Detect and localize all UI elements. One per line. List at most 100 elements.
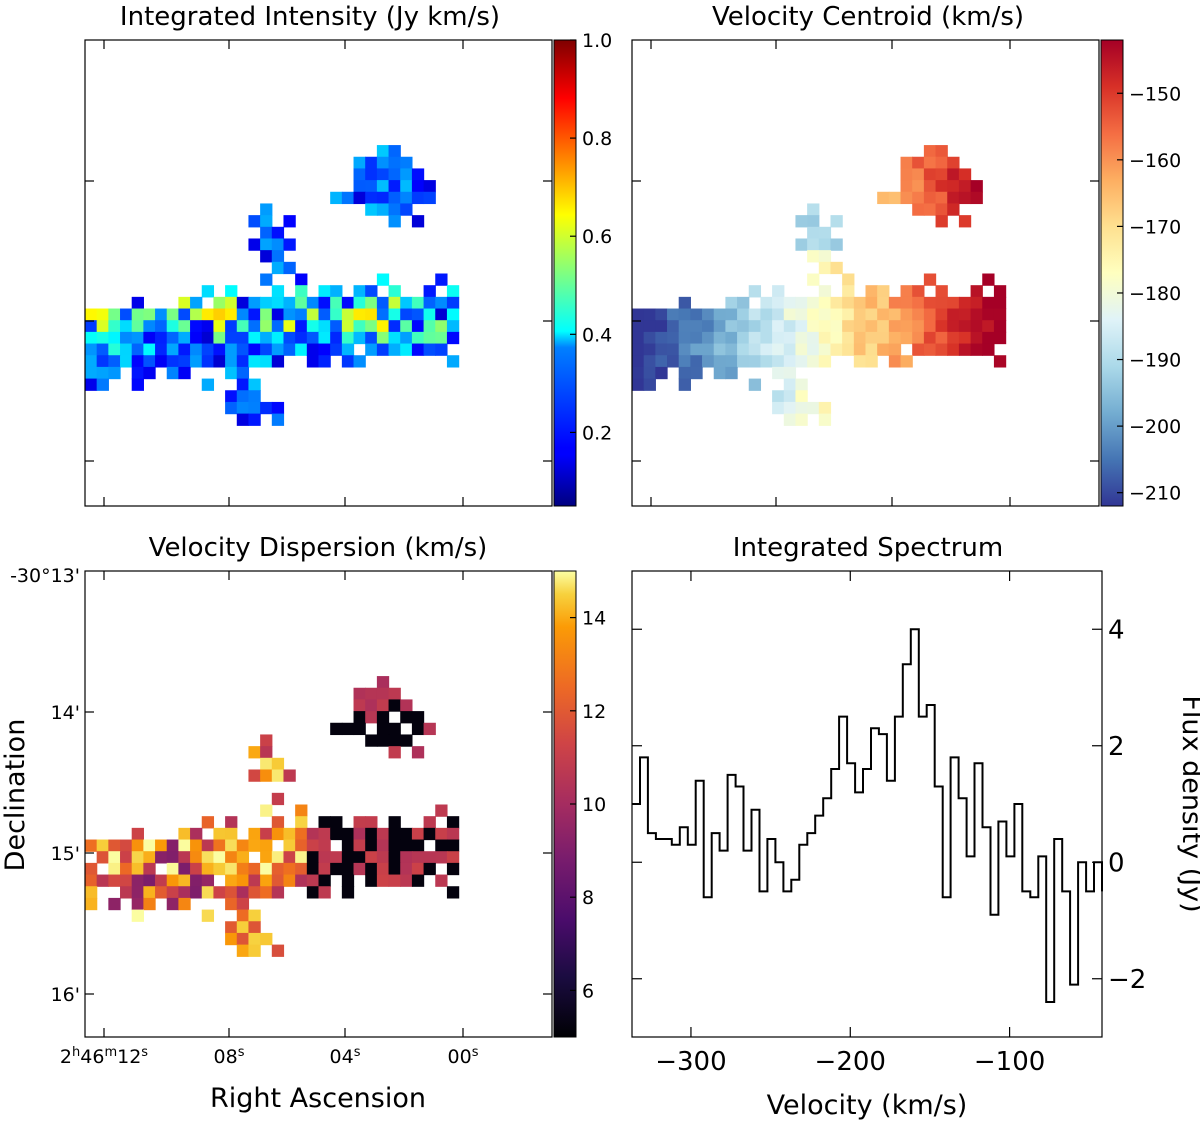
map-pixel [388,156,401,170]
map-pixel [85,355,98,368]
map-pixel [807,343,820,356]
map-pixel [365,191,378,205]
map-pixel [888,355,902,368]
map-pixel [435,308,448,321]
map-pixel [446,827,460,841]
map-pixel [213,839,226,852]
map-pixel [330,343,343,356]
map-pixel [248,874,261,887]
map-pixel [818,226,832,240]
map-pixel [260,874,273,887]
map-pixel [330,851,343,864]
map-pixel [993,331,1007,345]
map-pixel [365,816,378,829]
map-pixel [143,874,156,887]
map-pixel [236,932,250,946]
map-pixel [935,343,948,356]
map-pixel [108,355,121,368]
map-pixel [737,320,750,333]
map-pixel [947,296,960,310]
map-pixel [295,273,308,286]
map-pixel [341,874,355,887]
map-pixel [678,366,691,380]
map-pixel [632,343,645,356]
map-pixel [225,839,238,852]
colorbar-tick-label: 14 [582,608,606,630]
map-pixel [295,874,308,887]
map-pixel [830,261,843,275]
colorbar-tick-label: −210 [1129,483,1181,505]
map-pixel [271,320,285,333]
map-pixel [96,355,109,368]
map-pixel [365,827,378,841]
map-pixel [178,897,191,911]
map-pixel [807,355,820,368]
map-pixel [958,191,972,205]
map-pixel [411,215,425,228]
map-pixel [108,897,121,911]
map-pixel [353,816,366,829]
map-pixel [993,308,1007,321]
map-pixel [260,343,273,356]
panel4-xtick-label: −300 [655,1047,726,1077]
map-pixel [271,285,285,298]
map-pixel [271,413,285,426]
map-pixel [213,886,226,899]
map-pixel [388,191,401,205]
map-pixel [376,874,390,887]
map-pixel [388,746,401,759]
map-pixel [795,320,808,333]
map-pixel [935,320,948,333]
map-pixel [411,827,425,841]
map-pixel [271,757,285,771]
map-pixel [411,168,425,181]
map-pixel [318,816,331,829]
map-pixel [248,909,261,922]
map-pixel [271,343,285,356]
map-pixel [166,897,180,911]
map-pixel [96,320,109,333]
map-pixel [190,886,203,899]
map-pixel [748,343,762,356]
map-pixel [725,296,738,310]
map-pixel [982,343,995,356]
map-pixel [423,285,436,298]
map-pixel [248,886,261,899]
map-pixel [85,343,98,356]
map-pixel [807,226,820,240]
map-pixel [830,320,843,333]
map-pixel [131,331,144,345]
map-pixel [400,343,413,356]
colorbar-tick-label: −160 [1129,150,1181,172]
map-pixel [748,355,762,368]
map-pixel [376,699,390,712]
map-pixel [201,851,215,864]
map-pixel [213,862,226,876]
map-pixel [655,355,668,368]
map-pixel [888,320,902,333]
map-pixel [353,862,366,876]
map-pixel [970,320,983,333]
map-pixel [376,827,390,841]
map-pixel [388,699,401,712]
map-pixel [376,734,390,747]
map-pixel [411,862,425,876]
map-pixel [388,331,401,345]
map-pixel [318,285,331,298]
map-pixel [120,320,133,333]
map-pixel [190,331,203,345]
map-pixel [388,180,401,193]
map-pixel [376,145,390,158]
map-pixel [725,366,738,380]
map-pixel [900,180,913,193]
map-pixel [155,851,168,864]
map-pixel [376,203,390,216]
map-pixel [376,851,390,864]
map-pixel [318,862,331,876]
map-pixel [772,366,785,380]
map-pixel [818,296,832,310]
map-pixel [435,804,448,817]
map-pixel [935,331,948,345]
map-pixel [260,932,273,946]
map-pixel [900,320,913,333]
